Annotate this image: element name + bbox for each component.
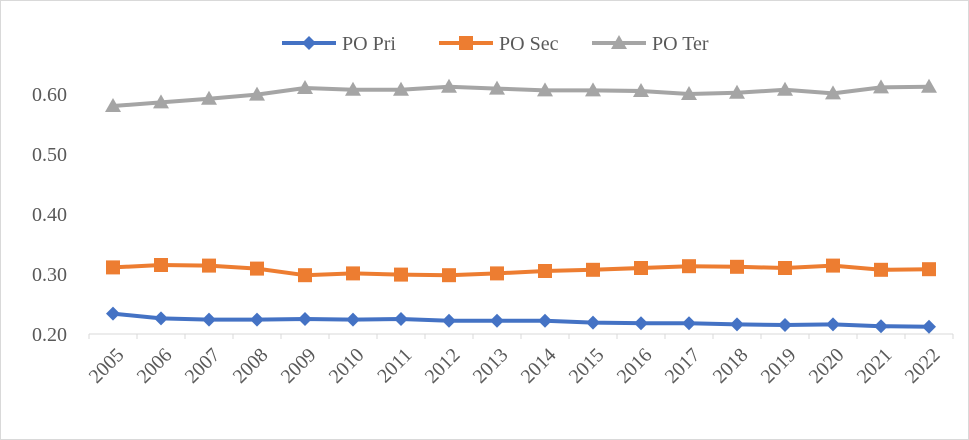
data-point — [586, 262, 600, 277]
data-point — [585, 82, 601, 97]
data-point — [922, 319, 936, 334]
data-point — [250, 312, 264, 327]
data-point — [393, 81, 409, 96]
data-point — [586, 315, 600, 330]
x-tick-label: 2012 — [421, 344, 465, 388]
series-po-pri — [106, 306, 936, 334]
y-tick-label: 0.30 — [32, 264, 67, 286]
legend-marker — [302, 36, 316, 50]
x-tick-label: 2020 — [805, 344, 849, 388]
x-tick-label: 2013 — [469, 344, 513, 388]
data-point — [346, 312, 360, 327]
data-point — [249, 86, 265, 101]
y-tick-label: 0.50 — [32, 144, 67, 166]
x-tick-label: 2022 — [901, 344, 945, 388]
data-point — [874, 262, 888, 277]
x-tick-label: 2008 — [229, 344, 273, 388]
data-point — [826, 258, 840, 273]
x-axis — [88, 333, 954, 339]
data-point — [538, 313, 552, 328]
x-tick-label: 2010 — [325, 344, 369, 388]
data-point — [201, 90, 217, 105]
data-point — [250, 261, 264, 276]
data-point — [729, 84, 745, 99]
x-tick-label: 2005 — [85, 344, 129, 388]
data-point — [730, 259, 744, 274]
data-point — [345, 81, 361, 96]
x-tick-label: 2019 — [757, 344, 801, 388]
data-point — [442, 313, 456, 328]
legend-label: PO Sec — [499, 33, 559, 55]
data-point — [777, 81, 793, 96]
x-tick-label: 2018 — [709, 344, 753, 388]
legend: PO Pri PO Sec PO Ter — [282, 33, 709, 55]
data-point — [825, 85, 841, 100]
series-line — [111, 84, 931, 108]
data-point — [778, 261, 792, 275]
series-line — [111, 311, 931, 329]
x-tick-label: 2017 — [661, 344, 705, 388]
series-po-ter — [105, 78, 937, 112]
legend-label: PO Ter — [652, 33, 709, 55]
data-point — [537, 82, 553, 97]
data-point — [633, 83, 649, 97]
data-point — [106, 306, 120, 321]
x-tick-label: 2016 — [613, 344, 657, 388]
data-point — [202, 312, 216, 327]
data-point — [441, 78, 457, 93]
x-tick-label: 2009 — [277, 344, 321, 388]
legend-entry: PO Sec — [439, 33, 559, 55]
y-tick-label: 0.40 — [32, 204, 67, 226]
data-point — [346, 266, 360, 281]
data-point — [730, 317, 744, 332]
data-point — [489, 80, 505, 95]
data-point — [634, 316, 648, 331]
data-point — [298, 268, 312, 283]
data-point — [106, 260, 120, 275]
data-point — [490, 313, 504, 328]
data-point — [921, 78, 937, 93]
y-axis-ticks: 0.20 0.30 0.40 0.50 0.60 — [32, 84, 67, 346]
data-point — [153, 94, 169, 109]
data-point — [874, 319, 888, 334]
data-point — [154, 258, 168, 272]
data-point — [778, 318, 792, 332]
data-point — [826, 317, 840, 332]
x-tick-label: 2011 — [373, 344, 416, 387]
legend-label: PO Pri — [342, 33, 396, 55]
data-point — [297, 80, 313, 94]
data-point — [394, 312, 408, 326]
data-point — [202, 258, 216, 273]
data-point — [105, 98, 121, 112]
data-point — [922, 262, 936, 277]
x-tick-label: 2021 — [853, 344, 897, 388]
data-point — [682, 259, 696, 274]
series-lines — [105, 78, 937, 334]
series-line — [111, 263, 931, 278]
x-tick-label: 2015 — [565, 344, 609, 388]
legend-marker — [611, 35, 627, 49]
legend-marker — [459, 36, 473, 50]
data-point — [681, 86, 697, 100]
data-point — [682, 316, 696, 331]
x-axis-ticks: 2005 2006 2007 2008 2009 2010 2011 2012 2013 2014… — [85, 344, 945, 388]
data-point — [538, 264, 552, 278]
data-point — [298, 312, 312, 326]
series-po-sec — [106, 258, 936, 283]
legend-entry: PO Ter — [592, 33, 709, 55]
x-tick-label: 2014 — [517, 344, 561, 388]
data-point — [490, 266, 504, 281]
x-tick-label: 2006 — [133, 344, 177, 388]
x-tick-label: 2007 — [181, 344, 225, 388]
data-point — [442, 268, 456, 283]
data-point — [154, 311, 168, 326]
data-point — [394, 267, 408, 282]
legend-entry: PO Pri — [282, 33, 396, 55]
data-point — [873, 79, 889, 94]
y-tick-label: 0.20 — [32, 324, 67, 346]
y-tick-label: 0.60 — [32, 84, 67, 106]
data-point — [634, 261, 648, 275]
